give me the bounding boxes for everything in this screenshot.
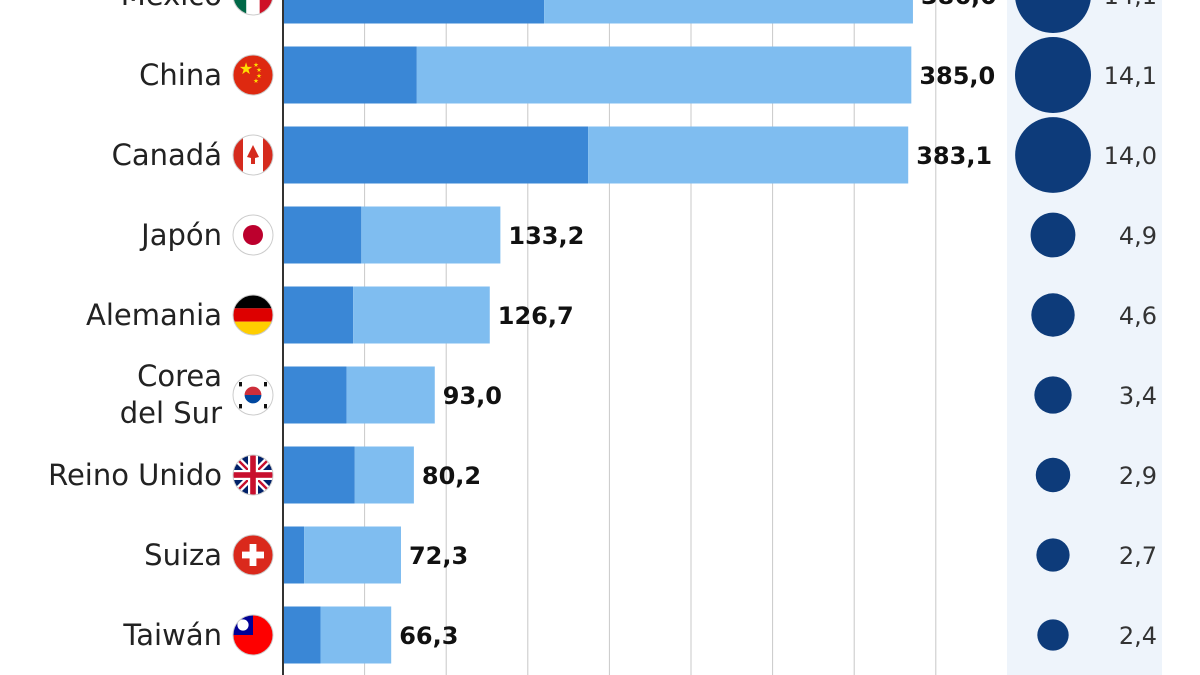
bar-segment-light [346,366,435,424]
flag-japan-icon [233,215,273,255]
flag-germany-icon [233,295,273,335]
bar-segment-dark [283,46,417,104]
share-bubble [1035,457,1071,493]
flag-mexico-icon [233,0,273,15]
bar-segment-dark [283,286,354,344]
flag-united-kingdom-icon [233,455,273,495]
bar-value-label: 126,7 [498,302,574,330]
share-bubble [1036,538,1070,572]
share-value-label: 2,7 [1119,542,1157,570]
share-bubble [1034,376,1072,414]
share-bubble [1015,37,1091,113]
svg-text:★: ★ [256,72,262,80]
share-bubble [1037,619,1069,651]
share-value-label: 2,9 [1119,462,1157,490]
bar-series: 386,0 385,0 383,1 133,2 126,7 93,0 80,2 72,3 66,… [283,0,997,664]
flag-canada-icon [233,135,273,175]
bar-value-label: 386,0 [921,0,997,10]
share-value-label: 14,1 [1104,62,1157,90]
bar-value-label: 66,3 [399,622,458,650]
bar-segment-light [320,606,392,664]
share-value-label: 4,9 [1119,222,1157,250]
bar-segment-dark [283,606,321,664]
bar-value-label: 133,2 [508,222,584,250]
share-column-background [1007,0,1162,675]
country-label: China [139,58,222,92]
bar-segment-light [361,206,501,264]
svg-text:★: ★ [253,61,259,69]
share-bubble [1015,0,1091,33]
bar-segment-dark [283,446,355,504]
country-label: Canadá [112,138,222,172]
country-label: México [121,0,222,12]
flag-china-icon: ★ ★★★★ [233,55,273,95]
category-labels: MéxicoChina★★★★★CanadáJapónAlemaniaCorea… [48,0,274,656]
share-value-label: 14,1 [1104,0,1157,10]
bar-segment-light [544,0,913,24]
bar-value-label: 93,0 [443,382,502,410]
flag-taiwan-icon [233,615,273,655]
bar-segment-dark [283,526,305,584]
bar-value-label: 80,2 [422,462,481,490]
country-label: Corea del Sur [120,359,222,430]
country-label: Suiza [144,538,222,572]
country-label: Japón [139,218,222,252]
share-bubble [1031,293,1075,337]
country-label: Taiwán [122,618,222,652]
bar-segment-light [416,46,912,104]
country-label: Alemania [86,298,222,332]
share-bubbles: 14,1 14,1 14,0 4,9 4,6 3,4 2,9 2,7 2,4 [1015,0,1157,651]
bar-value-label: 72,3 [409,542,468,570]
share-value-label: 2,4 [1119,622,1157,650]
bar-segment-dark [283,126,589,184]
country-label: Reino Unido [48,458,222,492]
flag-south-korea-icon [233,375,273,415]
bar-segment-dark [283,206,362,264]
share-bubble [1015,117,1091,193]
share-value-label: 14,0 [1104,142,1157,170]
bar-segment-dark [283,366,347,424]
svg-text:★: ★ [256,66,262,74]
share-bubble [1030,212,1076,258]
share-value-label: 4,6 [1119,302,1157,330]
bar-segment-light [304,526,401,584]
svg-text:★: ★ [253,77,259,85]
bar-value-label: 385,0 [919,62,995,90]
bar-segment-light [588,126,909,184]
bar-value-label: 383,1 [916,142,992,170]
share-value-label: 3,4 [1119,382,1157,410]
svg-text:★: ★ [239,59,253,78]
bar-segment-light [353,286,490,344]
flag-switzerland-icon [233,535,273,575]
bar-segment-light [354,446,414,504]
bar-segment-dark [283,0,545,24]
